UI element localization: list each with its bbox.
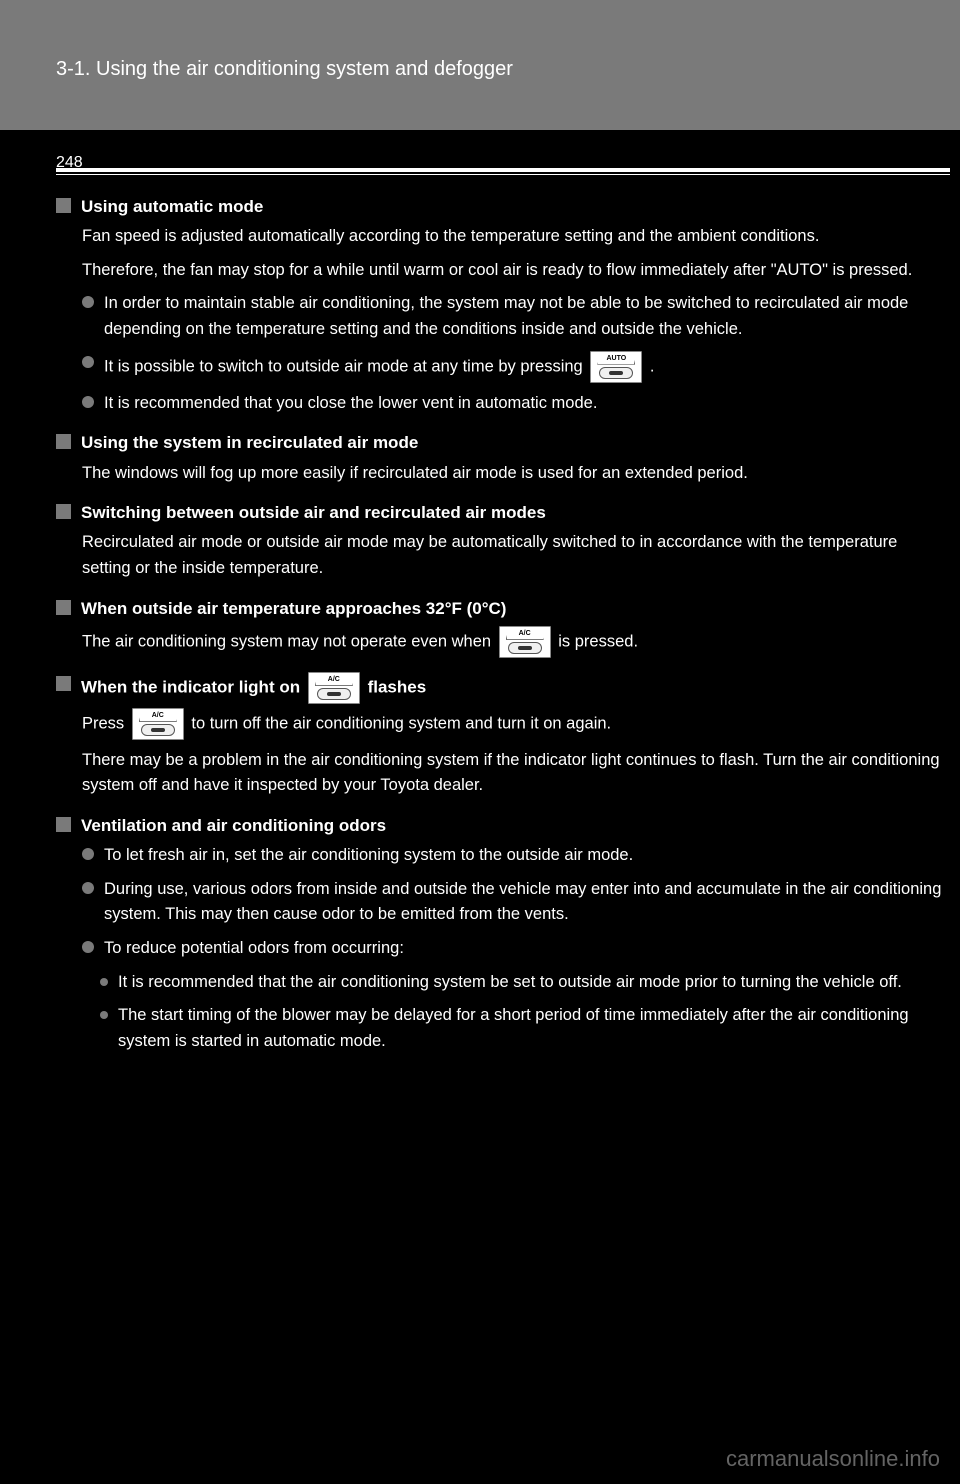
section-recirculated: Using the system in recirculated air mod… [56,430,950,486]
section-odors: Ventilation and air conditioning odors T… [56,813,950,1054]
square-bullet-icon [56,817,71,832]
content-area: Using automatic mode Fan speed is adjust… [56,194,950,1068]
paragraph: Therefore, the fan may stop for a while … [82,258,950,284]
sub-bullet-icon [100,978,108,986]
text-fragment: to turn off the air conditioning system … [191,714,611,732]
section-heading: Switching between outside air and recirc… [81,500,950,526]
section-heading: Ventilation and air conditioning odors [81,813,950,839]
text-fragment: The air conditioning system may not oper… [82,632,496,650]
chapter-title: 3-1. Using the air conditioning system a… [56,58,513,81]
text-fragment: It is possible to switch to outside air … [104,357,587,375]
paragraph: There may be a problem in the air condit… [82,748,950,799]
section-indicator-flash: When the indicator light on A/C flashes … [56,672,950,799]
round-bullet-icon [82,848,94,860]
paragraph: Press A/C to turn off the air conditioni… [82,708,950,740]
round-bullet-icon [82,941,94,953]
text-fragment: Press [82,714,129,732]
bullet-text: It is recommended that the air condition… [118,970,950,996]
bullet-text: It is recommended that you close the low… [104,391,950,417]
horizontal-rule [56,168,950,175]
bullet-text: It is possible to switch to outside air … [104,351,950,383]
paragraph: Fan speed is adjusted automatically acco… [82,224,950,250]
text-fragment: is pressed. [558,632,638,650]
bullet-text: In order to maintain stable air conditio… [104,291,950,342]
square-bullet-icon [56,504,71,519]
text-fragment: flashes [368,677,427,696]
button-label: AUTO [597,354,635,365]
round-bullet-icon [82,396,94,408]
sub-bullet-icon [100,1011,108,1019]
auto-button-icon: AUTO [590,351,642,383]
square-bullet-icon [56,676,71,691]
round-bullet-icon [82,296,94,308]
button-label: A/C [506,629,544,640]
ac-button-icon: A/C [499,626,551,658]
header-band: 3-1. Using the air conditioning system a… [0,0,960,130]
square-bullet-icon [56,600,71,615]
section-heading: When outside air temperature approaches … [81,596,950,622]
ac-button-icon: A/C [308,672,360,704]
section-heading: Using the system in recirculated air mod… [81,430,950,456]
paragraph: Recirculated air mode or outside air mod… [82,530,950,581]
section-auto-mode: Using automatic mode Fan speed is adjust… [56,194,950,416]
section-switching: Switching between outside air and recirc… [56,500,950,581]
paragraph: The windows will fog up more easily if r… [82,461,950,487]
footer-watermark: carmanualsonline.info [726,1446,940,1472]
bullet-text: To let fresh air in, set the air conditi… [104,843,950,869]
bullet-text: During use, various odors from inside an… [104,877,950,928]
text-fragment: When the indicator light on [81,677,305,696]
round-bullet-icon [82,882,94,894]
button-label: A/C [139,711,177,722]
section-heading: Using automatic mode [81,194,950,220]
text-fragment: . [650,357,655,375]
paragraph: The air conditioning system may not oper… [82,626,950,658]
round-bullet-icon [82,356,94,368]
square-bullet-icon [56,198,71,213]
square-bullet-icon [56,434,71,449]
ac-button-icon: A/C [132,708,184,740]
section-heading: When the indicator light on A/C flashes [81,672,950,704]
bullet-text: To reduce potential odors from occurring… [104,936,950,962]
section-outside-temp: When outside air temperature approaches … [56,596,950,658]
button-label: A/C [315,675,353,686]
bullet-text: The start timing of the blower may be de… [118,1003,950,1054]
